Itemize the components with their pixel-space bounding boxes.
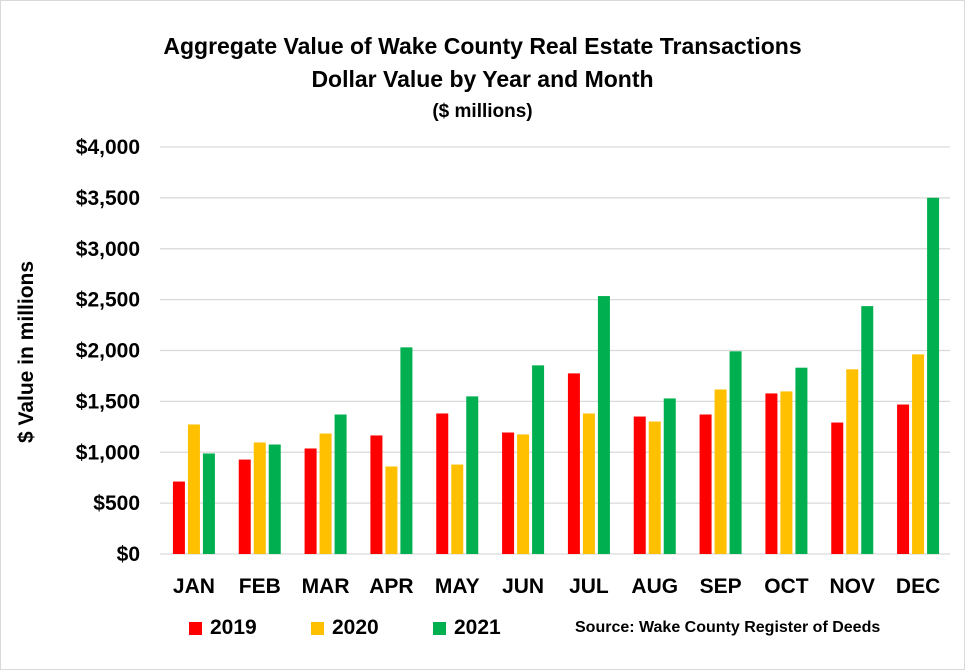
bar-2019-jul bbox=[567, 373, 580, 554]
y-tick-label: $4,000 bbox=[76, 136, 140, 159]
x-tick-label: FEB bbox=[239, 575, 281, 598]
bar-2020-apr bbox=[385, 466, 398, 554]
y-tick-label: $3,000 bbox=[76, 238, 140, 261]
x-tick-label: JUL bbox=[569, 575, 609, 598]
bar-2021-jul bbox=[597, 296, 610, 554]
legend-item-2021: 2021 bbox=[433, 616, 501, 640]
bar-2021-mar bbox=[334, 414, 347, 554]
bar-2021-dec bbox=[927, 197, 940, 554]
bar-2021-oct bbox=[795, 367, 808, 554]
bar-2019-jan bbox=[172, 481, 185, 554]
bar-2020-jul bbox=[582, 413, 595, 554]
x-tick-label: AUG bbox=[631, 575, 678, 598]
bar-2021-aug bbox=[663, 398, 676, 554]
chart-units-note: ($ millions) bbox=[432, 101, 533, 122]
x-tick-label: MAY bbox=[435, 575, 480, 598]
y-tick-label: $3,500 bbox=[76, 187, 140, 210]
bar-2019-oct bbox=[765, 393, 778, 554]
bar-2020-jan bbox=[187, 424, 200, 554]
bar-2019-nov bbox=[831, 422, 844, 554]
bar-2019-jun bbox=[502, 432, 515, 554]
y-tick-label: $1,500 bbox=[76, 390, 140, 413]
bar-2019-feb bbox=[238, 459, 251, 554]
bar-2020-dec bbox=[912, 354, 925, 554]
x-tick-label: MAR bbox=[302, 575, 350, 598]
source-note: Source: Wake County Register of Deeds bbox=[575, 619, 881, 636]
bar-2021-sep bbox=[729, 351, 742, 554]
legend-label-2020: 2020 bbox=[332, 616, 379, 639]
bar-2020-jun bbox=[517, 434, 530, 554]
legend-swatch-2019 bbox=[189, 621, 202, 635]
chart-subtitle: Dollar Value by Year and Month bbox=[311, 66, 654, 92]
bar-2019-sep bbox=[699, 414, 712, 554]
legend-item-2020: 2020 bbox=[311, 616, 379, 640]
bar-2020-sep bbox=[714, 389, 727, 554]
x-tick-label: SEP bbox=[700, 575, 742, 598]
x-tick-label: JAN bbox=[173, 575, 215, 598]
bar-2021-nov bbox=[861, 306, 874, 554]
legend-swatch-2021 bbox=[433, 621, 446, 635]
y-tick-label: $2,500 bbox=[76, 289, 140, 312]
legend-label-2019: 2019 bbox=[210, 616, 257, 639]
chart-title: Aggregate Value of Wake County Real Esta… bbox=[163, 33, 802, 59]
bar-2021-feb bbox=[268, 444, 281, 554]
bar-2019-may bbox=[436, 413, 449, 554]
bar-2019-dec bbox=[897, 404, 910, 554]
bar-2021-jan bbox=[202, 453, 215, 554]
x-tick-label: NOV bbox=[829, 575, 875, 598]
bar-2021-apr bbox=[400, 347, 413, 554]
bar-2020-nov bbox=[846, 369, 859, 554]
x-tick-label: DEC bbox=[896, 575, 940, 598]
bar-2021-jun bbox=[532, 365, 545, 554]
y-tick-label: $1,000 bbox=[76, 441, 140, 464]
bar-2020-feb bbox=[253, 442, 266, 554]
bar-2019-aug bbox=[633, 416, 646, 554]
bar-2021-may bbox=[466, 396, 479, 554]
legend-swatch-2020 bbox=[311, 621, 324, 635]
bar-2019-apr bbox=[370, 435, 383, 554]
y-tick-label: $0 bbox=[117, 543, 140, 566]
bar-2019-mar bbox=[304, 448, 317, 554]
bar-2020-oct bbox=[780, 391, 793, 554]
bar-2020-may bbox=[451, 464, 464, 554]
legend-item-2019: 2019 bbox=[189, 616, 257, 640]
bar-2020-aug bbox=[648, 421, 661, 554]
x-tick-label: JUN bbox=[502, 575, 544, 598]
legend-label-2021: 2021 bbox=[454, 616, 501, 639]
x-tick-label: OCT bbox=[764, 575, 809, 598]
bar-2020-mar bbox=[319, 433, 332, 554]
y-tick-label: $500 bbox=[93, 492, 140, 515]
y-tick-label: $2,000 bbox=[76, 340, 140, 363]
x-tick-label: APR bbox=[369, 575, 413, 598]
